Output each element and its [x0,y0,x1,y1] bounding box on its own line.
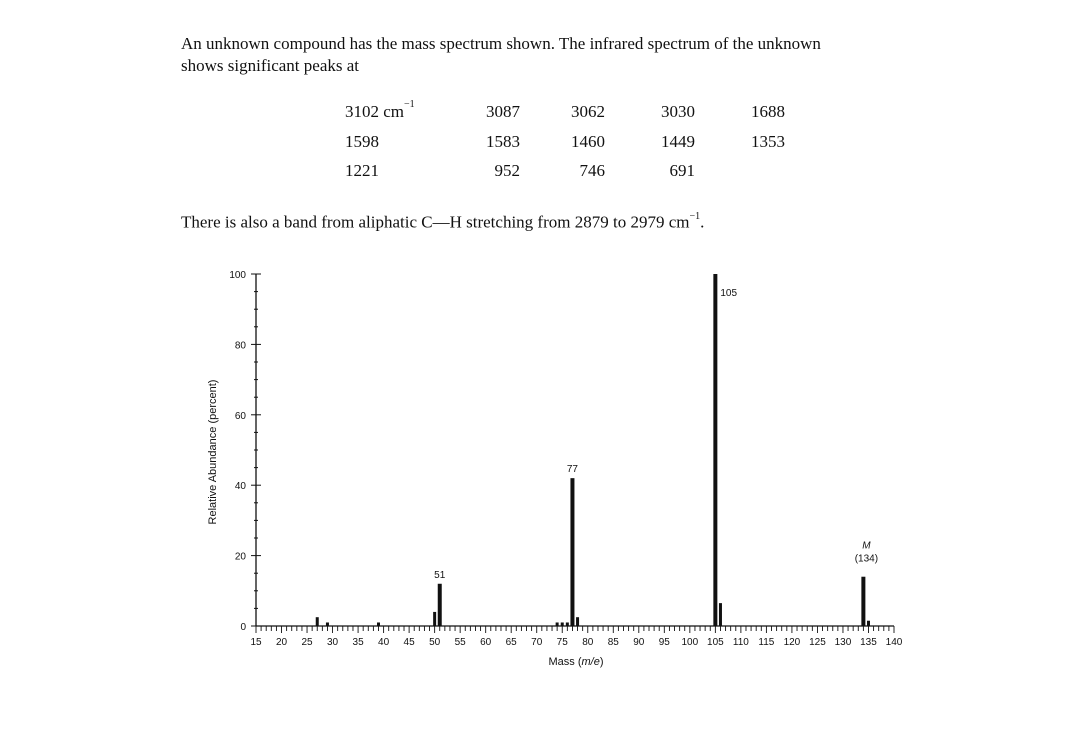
peak-bar [576,617,580,626]
y-tick-label: 0 [240,622,246,633]
ir-peak-value: 1598 [345,132,379,151]
peak-bars [315,274,870,626]
peak-label: 77 [567,464,579,475]
ir-peak-value: 1221 [345,161,379,180]
peak-bar [433,611,437,626]
y-tick-label: 20 [235,552,247,563]
peak-bar [570,478,575,626]
peak-bar [325,622,329,626]
aliphatic-note-exponent: −1 [689,211,701,222]
x-tick-label: 110 [733,637,749,648]
ir-peak-value: 3102 cm−1 [345,99,415,121]
aliphatic-note-text: There is also a band from aliphatic C—H … [181,212,690,232]
x-tick-label: 115 [758,637,774,648]
ir-peak-value: 952 [494,161,521,180]
x-tick-label: 30 [327,637,339,648]
y-axis-label: Relative Abundance (percent) [207,380,219,525]
y-tick-label: 80 [235,340,247,351]
peak-bar [555,622,559,626]
peak-bar [560,622,564,626]
x-tick-label: 85 [608,637,620,648]
x-tick-label: 65 [506,637,518,648]
ir-peak-value: 3030 [661,102,695,121]
x-tick-label: 45 [404,637,416,648]
intro-line-1: An unknown compound has the mass spectru… [181,34,821,53]
mass-spectrum-chart: Relative Abundance (percent) Mass (m/e) … [207,270,903,668]
ir-peak-value: 1449 [661,132,695,151]
peak-bar [861,576,866,626]
x-tick-label: 80 [582,637,594,648]
chart-axes: 0 20 40 60 80 100 15 20 25 30 35 40 45 50 55 60 65 70 75 80… [229,270,902,648]
x-tick-label: 75 [557,637,569,648]
x-tick-label: 130 [835,637,852,648]
ir-unit-exponent: −1 [404,99,415,111]
aliphatic-note: There is also a band from aliphatic C—H … [181,208,704,234]
x-tick-label: 70 [531,637,543,648]
ir-unit: cm [379,102,405,121]
x-tick-label: 90 [633,637,645,648]
x-tick-label: 135 [860,637,877,648]
y-tick-label: 60 [235,411,247,422]
ir-peak-value: 1688 [751,102,785,121]
molecular-ion-label: M [862,541,871,552]
peak-bar [718,603,722,626]
problem-intro: An unknown compound has the mass spectru… [181,33,941,77]
x-tick-label: 105 [707,637,724,648]
peak-bar [565,622,569,626]
peak-label: 105 [720,288,737,299]
x-tick-label: 25 [301,637,313,648]
x-tick-label: 40 [378,637,390,648]
peak-bar [713,274,718,626]
y-tick-label: 40 [235,481,247,492]
aliphatic-note-end: . [700,212,705,232]
peak-label: 51 [434,570,446,581]
molecular-ion-mass: (134) [855,554,878,565]
y-tick-label: 100 [229,270,246,281]
intro-line-2: shows significant peaks at [181,56,359,75]
x-tick-label: 95 [659,637,671,648]
x-tick-label: 50 [429,637,441,648]
x-tick-label: 35 [353,637,365,648]
x-tick-label: 120 [784,637,801,648]
ir-peak-value: 1353 [751,132,785,151]
x-tick-label: 15 [250,637,262,648]
ir-peak-value: 691 [669,161,696,180]
x-tick-label: 55 [455,637,467,648]
peak-bar [315,617,319,626]
ir-peak-value: 1583 [486,132,520,151]
peak-bar [866,620,870,626]
ir-peak-value: 3087 [486,102,520,121]
x-tick-label: 140 [886,637,903,648]
x-axis-label: Mass (m/e) [548,656,603,668]
peak-bar [376,622,380,626]
x-tick-label: 20 [276,637,288,648]
peak-bar [437,583,442,626]
ir-peak-value: 746 [579,161,606,180]
x-tick-label: 100 [681,637,698,648]
x-tick-label: 60 [480,637,492,648]
ir-peak-value: 3062 [571,102,605,121]
ir-peak-value: 1460 [571,132,605,151]
peak-labels: 51 77 105 M (134) [434,288,878,581]
x-tick-label: 125 [809,637,826,648]
